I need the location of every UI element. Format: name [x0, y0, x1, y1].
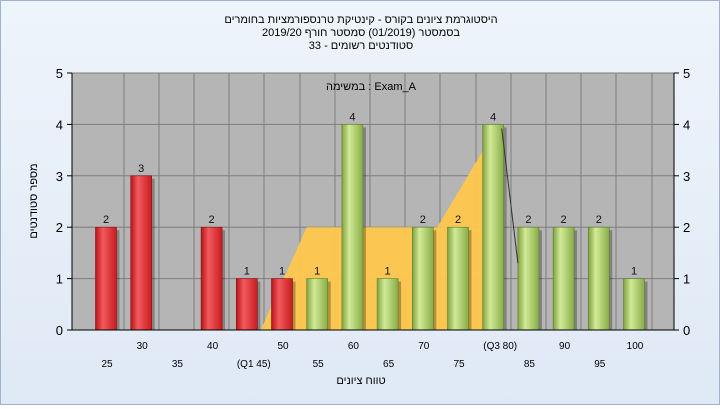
y-tick-label-right: 4 — [683, 117, 690, 132]
bar-value-label: 1 — [244, 266, 250, 278]
x-tick-label: (Q3 80) — [483, 341, 517, 352]
bar-value-label: 2 — [209, 214, 215, 226]
x-tick-label: 35 — [172, 359, 184, 370]
bar-value-label: 2 — [561, 214, 567, 226]
bar — [411, 226, 434, 331]
x-tick-label: 95 — [594, 359, 606, 370]
bar — [587, 226, 610, 331]
x-tick-label: 40 — [207, 341, 219, 352]
x-tick-label: 75 — [453, 359, 465, 370]
y-tick-label-left: 1 — [56, 272, 63, 287]
bar — [306, 278, 329, 331]
y-tick-label-right: 0 — [683, 323, 690, 338]
bar-value-label: 1 — [314, 266, 320, 278]
bar-value-label: 4 — [490, 111, 496, 123]
bar-value-label: 2 — [420, 214, 426, 226]
x-tick-label: 100 — [627, 341, 644, 352]
bar — [236, 278, 258, 331]
chart-subtitle: במשימה : Exam_A — [326, 81, 417, 93]
bar-value-label: 2 — [525, 214, 531, 226]
value-labels: 2 3 2 1 1 1 4 1 2 2 4 2 2 2 1 — [103, 111, 637, 277]
y-tick-label-right: 2 — [683, 220, 690, 235]
bar-value-label: 4 — [349, 111, 355, 123]
x-tick-label: (Q1 45) — [237, 359, 271, 370]
bar — [376, 278, 399, 331]
x-tick-label: 85 — [524, 359, 536, 370]
bars — [95, 124, 648, 331]
title-line-2: בסמסטר (01/2019) סמסטר חורף 2019/20 — [262, 27, 460, 39]
x-tick-label: 25 — [101, 359, 113, 370]
bar — [447, 226, 469, 331]
y-tick-label-left: 2 — [56, 220, 63, 235]
title-line-3: סטודנטים רשומים - 33 — [309, 40, 413, 52]
bar-value-label: 3 — [138, 163, 144, 175]
x-tick-label: 30 — [137, 341, 149, 352]
chart-title: היסטוגרמת ציונים בקורס - קינטיקת טרנספור… — [224, 14, 497, 52]
bar-value-label: 1 — [385, 266, 391, 278]
bar — [517, 226, 540, 331]
bar — [130, 175, 152, 331]
bar — [552, 226, 575, 331]
x-tick-label: 60 — [348, 341, 360, 352]
bar-value-label: 2 — [455, 214, 461, 226]
y-axis-label: מספר סטודנטים — [28, 163, 40, 238]
y-tick-label-left: 3 — [56, 169, 63, 184]
x-tick-label: 70 — [418, 341, 430, 352]
x-tick-label: 55 — [313, 359, 325, 370]
y-tick-label-left: 4 — [56, 117, 63, 132]
bar — [482, 124, 505, 331]
bar — [341, 124, 364, 331]
bar-value-label: 1 — [631, 266, 637, 278]
bar — [95, 226, 117, 331]
x-tick-label: 50 — [277, 341, 289, 352]
y-tick-label-left: 5 — [56, 66, 63, 81]
trend-line — [501, 128, 519, 264]
x-tick-label: 90 — [559, 341, 571, 352]
y-tick-label-right: 3 — [683, 169, 690, 184]
y-tick-label-right: 5 — [683, 66, 690, 81]
bar-value-label: 2 — [103, 214, 109, 226]
title-line-1: היסטוגרמת ציונים בקורס - קינטיקת טרנספור… — [224, 14, 497, 26]
bar-value-label: 1 — [279, 266, 285, 278]
x-tick-label: 65 — [383, 359, 395, 370]
bar-value-label: 2 — [596, 214, 602, 226]
bar — [200, 226, 223, 331]
y-tick-label-right: 1 — [683, 272, 690, 287]
x-axis-label: טווח ציונים — [336, 375, 385, 387]
y-tick-label-left: 0 — [56, 323, 63, 338]
bar — [271, 278, 293, 331]
bar — [623, 278, 645, 331]
